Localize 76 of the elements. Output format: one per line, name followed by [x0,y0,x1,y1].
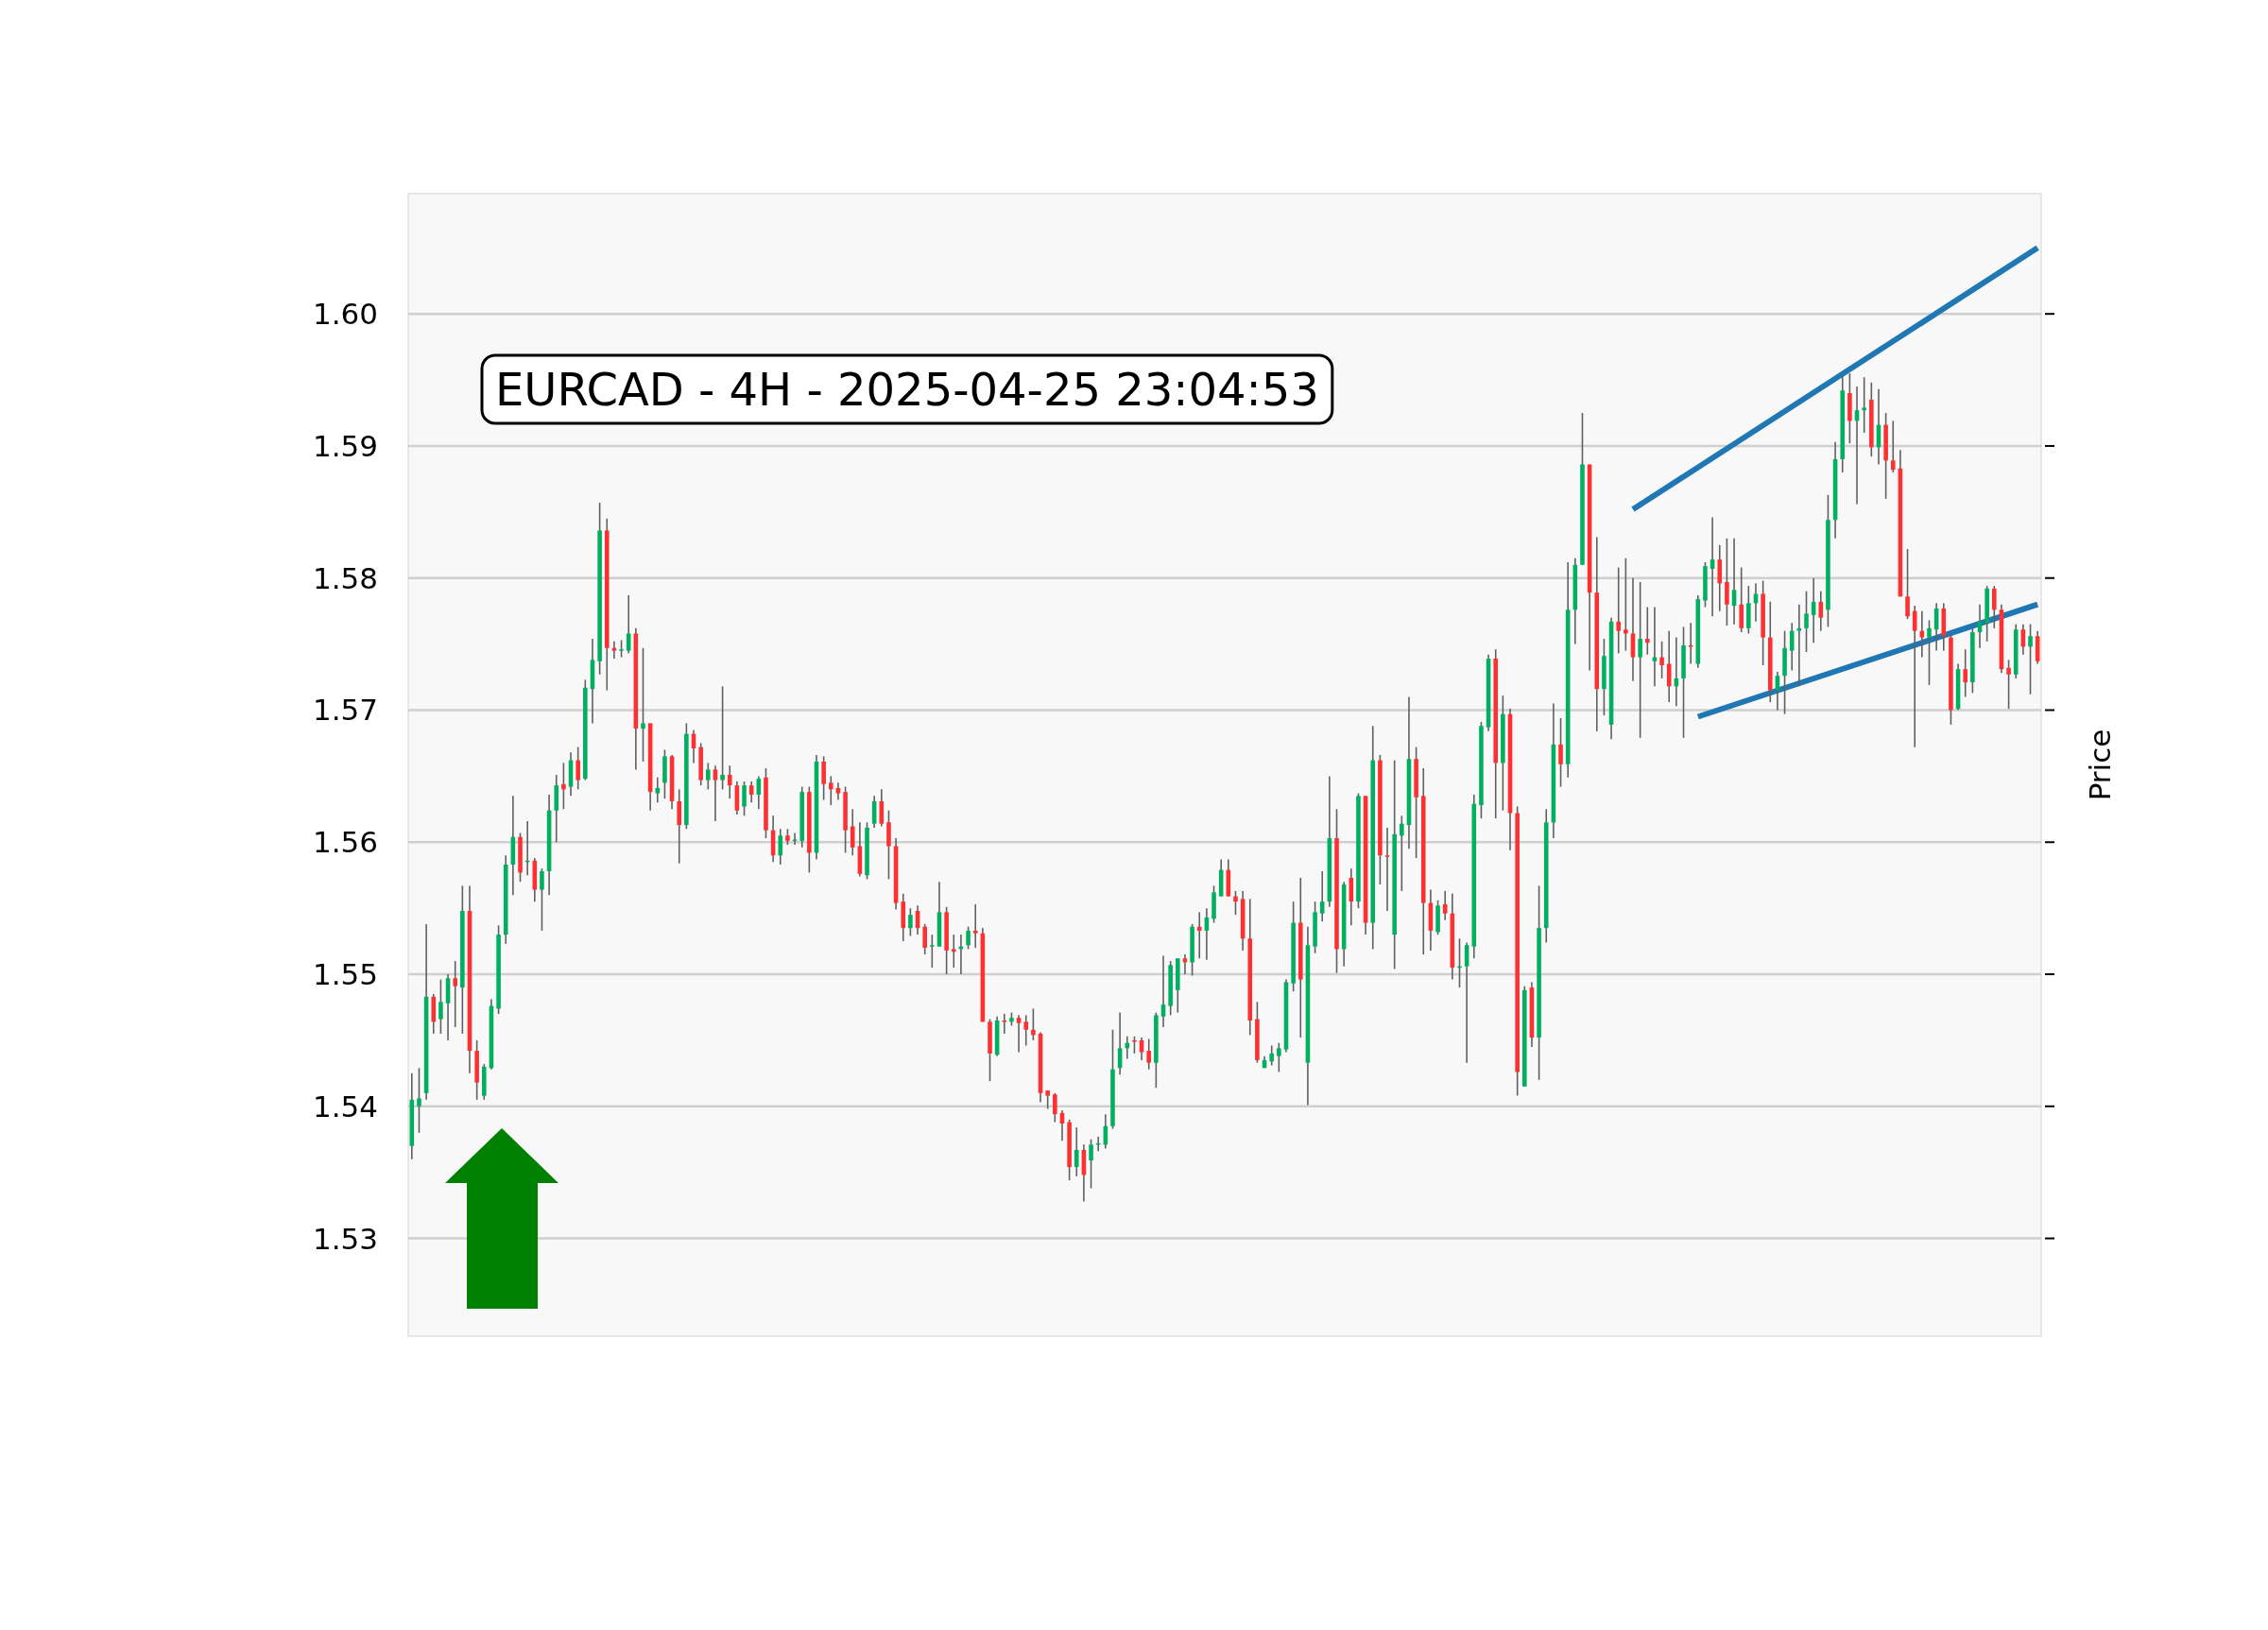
candlestick [1862,376,1866,434]
candlestick [619,639,624,659]
y-tick-label: 1.54 [312,1089,378,1124]
candlestick [1688,622,1693,665]
y-tick-label: 1.59 [312,428,378,463]
candlestick [1400,815,1404,892]
candlestick [1045,1090,1050,1110]
candlestick [1725,538,1729,626]
candlestick [1023,1014,1029,1047]
candlestick [611,641,617,660]
candlestick [1796,603,1802,688]
candlestick [966,925,971,951]
candlestick [922,923,927,955]
candlestick [1053,1092,1057,1124]
y-tick-label: 1.56 [312,825,378,860]
y-tick-label: 1.58 [312,560,378,595]
candlestick [1160,954,1166,1028]
candlestick [417,1067,421,1134]
candlestick [835,781,841,801]
candlestick [1146,1038,1152,1071]
candlestick [1016,1014,1022,1054]
candlestick [641,647,645,763]
candlestick [1089,1138,1093,1190]
candlestick [1616,566,1621,655]
candlestick [626,594,631,655]
candlestick [1775,671,1780,712]
candlestick [972,903,978,949]
candlestick [453,960,457,1028]
candlestick [438,978,443,1035]
candlestick [1558,717,1563,788]
candlestick [561,762,566,811]
y-axis-title: Price [2083,729,2117,801]
candlestick [2006,659,2011,710]
candlestick [1125,1035,1130,1060]
candlestick [1319,870,1325,922]
y-tick-label: 1.60 [312,297,378,332]
candlestick [1269,1044,1274,1067]
candlestick [1963,648,1968,698]
y-tick-label: 1.53 [312,1221,378,1256]
candlestick [1890,420,1896,473]
candlestick [1074,1126,1079,1177]
candlestick [1789,622,1795,672]
candlestick [540,867,544,932]
candlestick [576,746,580,791]
candlestick [1638,581,1642,739]
candlestick [713,764,718,822]
candlestick [1277,1041,1281,1073]
candlestick [720,685,725,791]
candlestick [1384,827,1390,912]
text: EURCAD - 4H - 2025-04-25 23:04:53 [495,363,1319,416]
candlestick [1804,590,1809,653]
candlestick [1031,1007,1036,1041]
candlestick [908,907,913,937]
y-tick-label: 1.57 [312,693,378,728]
candlestick [778,828,783,866]
candlestick [829,775,833,806]
y-tick-label: 1.55 [312,957,378,992]
candlestick [1233,890,1238,916]
candlestick [1927,619,1932,686]
candlestick [1659,641,1664,679]
candlestick [821,755,826,801]
candlestick [706,762,711,791]
candlestick [850,808,855,857]
candlestick [951,934,956,969]
candlestick [2028,623,2033,695]
candlestick [1992,585,1997,629]
candlestick [1196,911,1202,960]
candlestick [1905,548,1910,620]
candlestick [727,764,732,799]
candlestick [1645,606,1650,656]
candlestick [930,934,935,969]
candlestick [655,776,661,804]
candlestick [1666,629,1672,703]
candlestick [742,781,747,817]
candlestick [792,832,798,846]
candlestick [1624,557,1628,652]
